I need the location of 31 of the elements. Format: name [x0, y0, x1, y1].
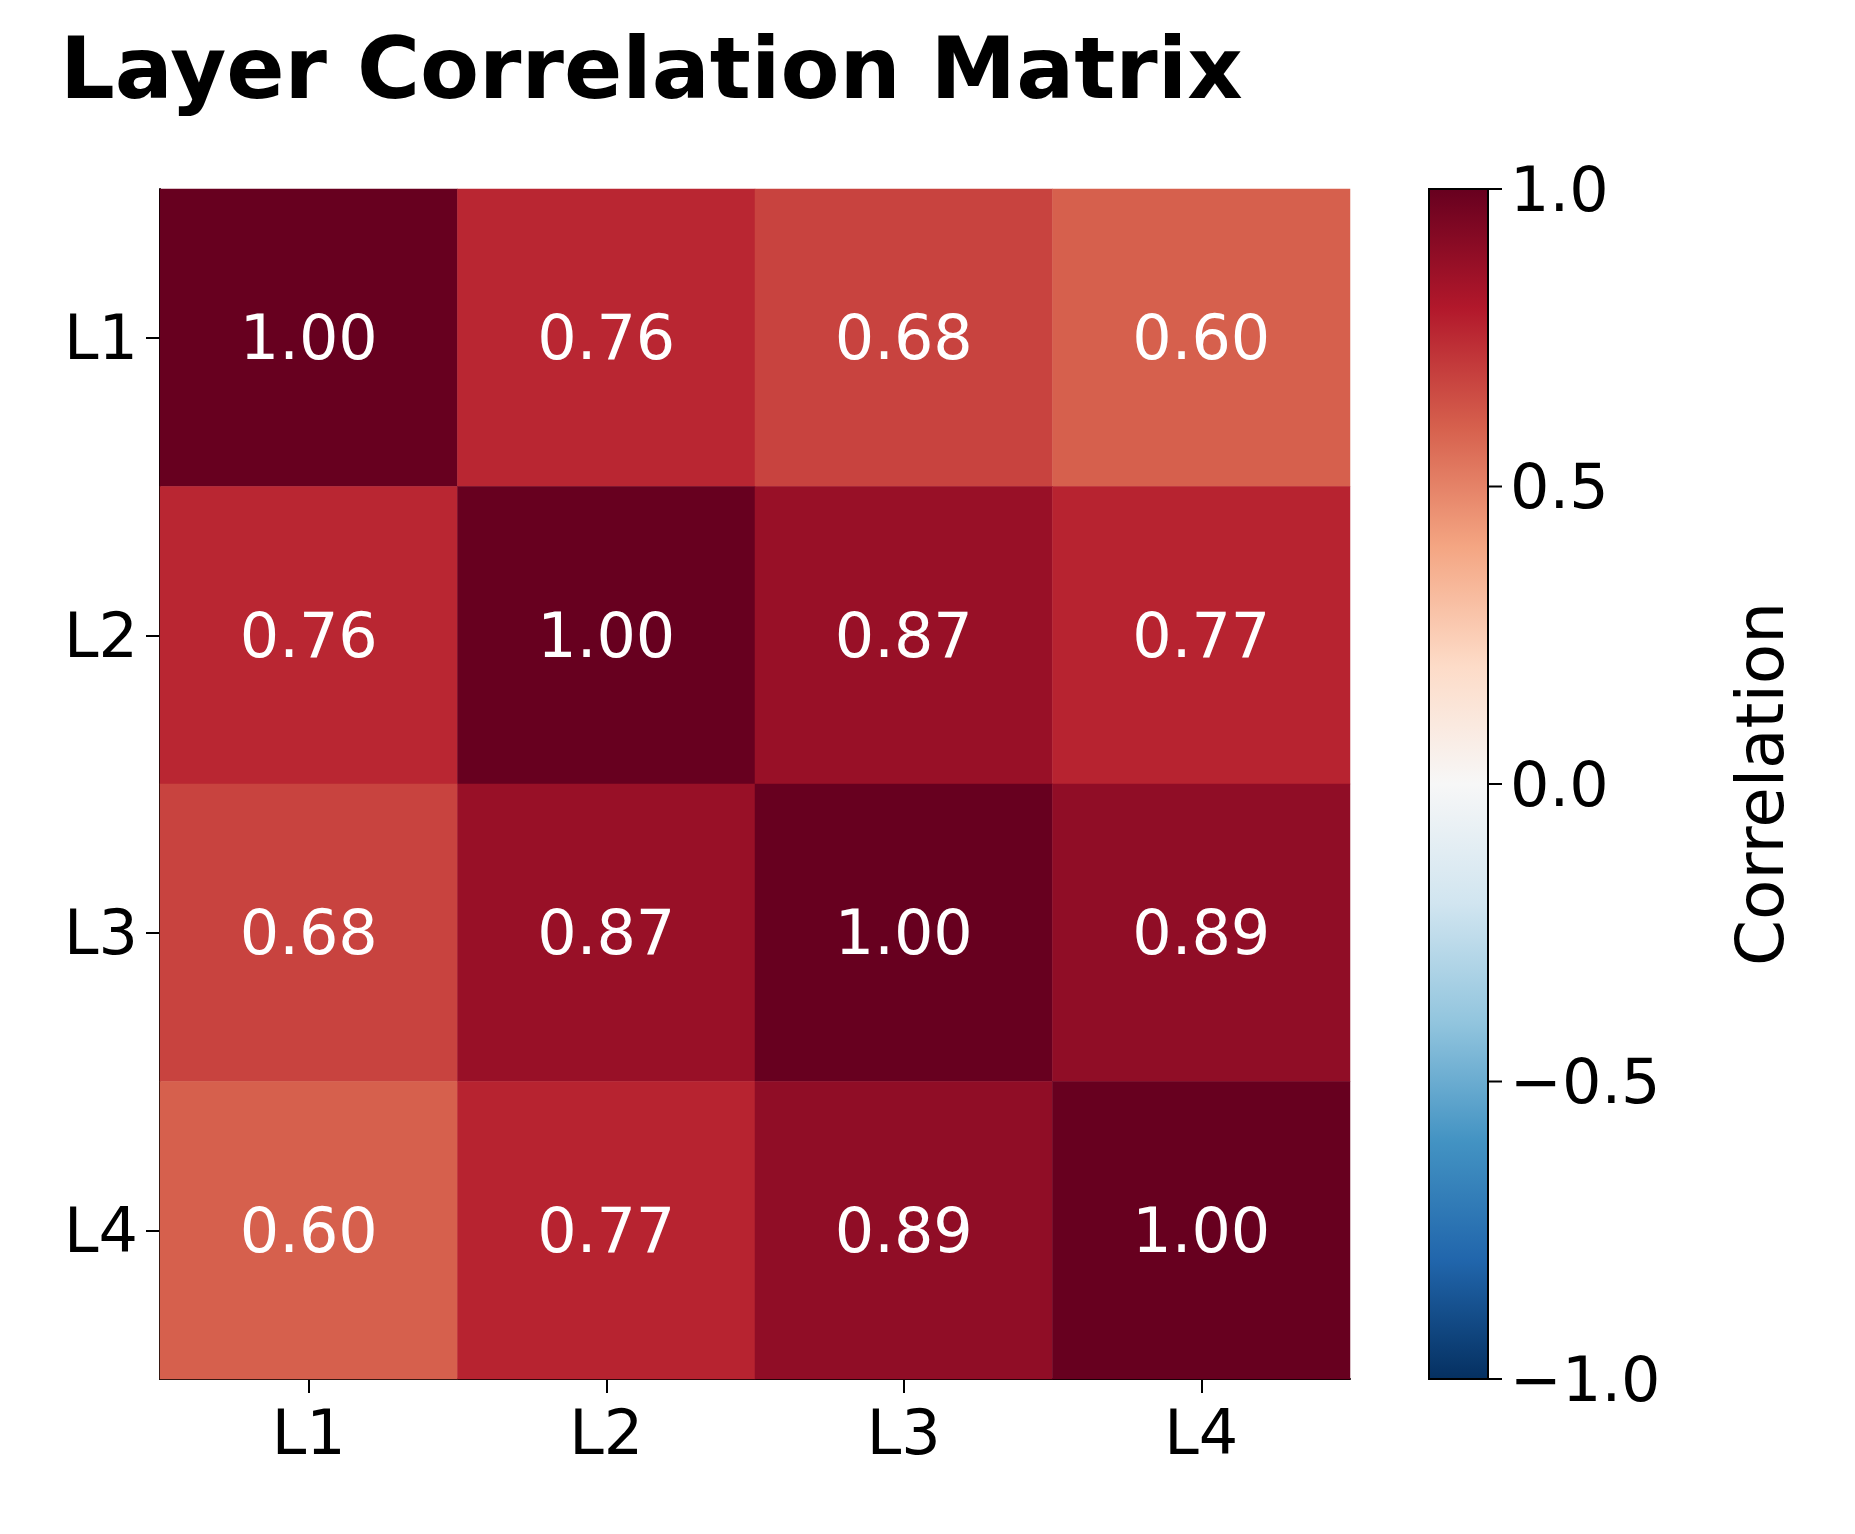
data-label: 0.77: [1132, 598, 1271, 672]
color-bar-label: 0.5: [1510, 450, 1609, 523]
color-bar-title: Correlation: [1721, 602, 1799, 966]
color-bar-label: −0.5: [1510, 1045, 1661, 1118]
data-label: 0.76: [239, 598, 378, 672]
data-label: 0.89: [834, 1193, 973, 1267]
data-label: 0.68: [834, 301, 973, 375]
data-label: 1.00: [239, 301, 378, 375]
data-label: 1.00: [834, 896, 973, 970]
x-tick-label: L4: [1164, 1395, 1239, 1469]
y-tick-label: L2: [64, 598, 138, 672]
y-tick-label: L4: [64, 1193, 138, 1267]
chart-title: Layer Correlation Matrix: [60, 18, 1243, 118]
color-bar-label: −1.0: [1510, 1342, 1661, 1416]
data-label: 0.60: [239, 1193, 378, 1267]
data-label: 1.00: [537, 598, 676, 672]
y-tick-label: L1: [64, 301, 138, 375]
data-label: 0.60: [1132, 301, 1271, 375]
data-label: 1.00: [1132, 1193, 1271, 1267]
color-bar-label: 1.0: [1510, 152, 1609, 226]
data-label: 0.89: [1132, 896, 1271, 970]
color-bar-label: 0.0: [1510, 747, 1609, 821]
data-label: 0.87: [834, 598, 973, 672]
data-label: 0.68: [239, 896, 378, 970]
x-tick-label: L2: [569, 1395, 644, 1469]
data-label: 0.76: [537, 301, 676, 375]
y-tick-label: L3: [64, 896, 138, 970]
data-label: 0.87: [537, 896, 676, 970]
x-tick-label: L3: [866, 1395, 941, 1469]
data-label: 0.77: [537, 1193, 676, 1267]
x-tick-label: L1: [271, 1395, 346, 1469]
